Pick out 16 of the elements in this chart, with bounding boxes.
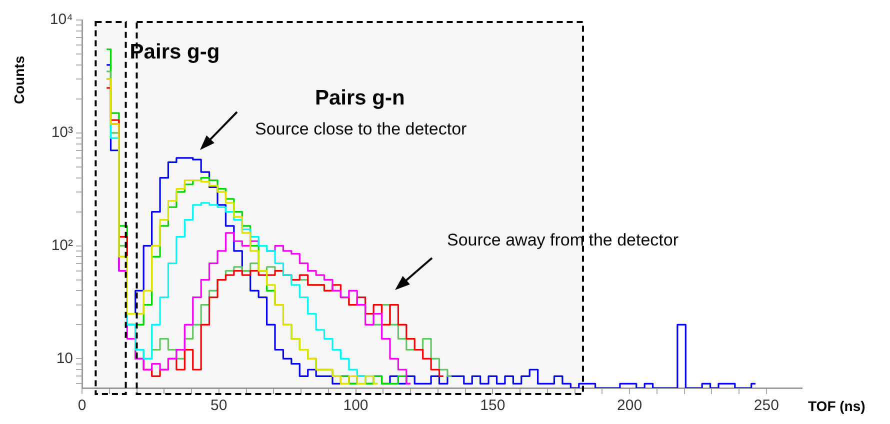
annotation: Source close to the detector <box>255 120 468 139</box>
x-tick-label: 0 <box>78 397 86 414</box>
x-tick-label: 150 <box>480 397 506 414</box>
band-label: Pairs g-n <box>314 86 405 110</box>
y-axis-title: Counts <box>10 56 27 104</box>
y-tick-label: 10³ <box>51 124 73 142</box>
x-tick-label: 100 <box>343 397 368 414</box>
y-tick-label: 10² <box>51 236 73 254</box>
x-tick-label: 200 <box>617 397 642 414</box>
annotation: Source away from the detector <box>447 230 679 250</box>
x-tick-label: 250 <box>754 397 779 414</box>
x-tick-label: 50 <box>210 397 228 414</box>
band-label: Pairs g-g <box>130 40 220 64</box>
y-tick-label: 10⁴ <box>50 11 73 28</box>
x-axis-title: TOF (ns) <box>808 398 866 414</box>
y-tick-label: 10 <box>56 350 73 367</box>
